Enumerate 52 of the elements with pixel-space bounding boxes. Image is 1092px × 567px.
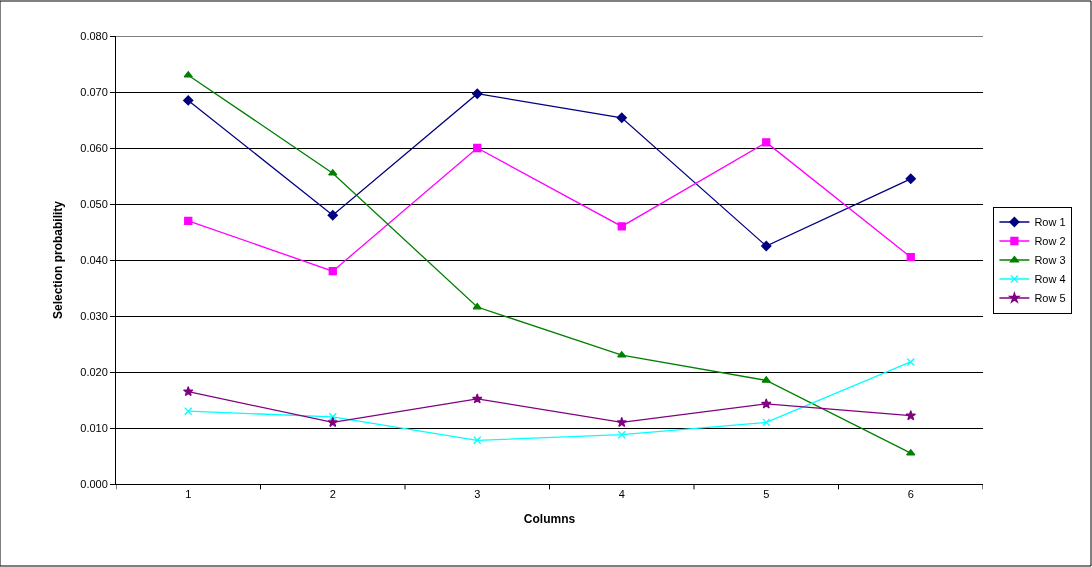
point [905,173,916,184]
point [327,416,339,428]
x-tick-label: 2 [329,488,336,501]
y-tick-label: 0.080 [80,29,108,42]
point [184,407,193,416]
point [183,95,194,106]
x-tick-label: 5 [763,488,770,501]
point [473,143,482,153]
point [762,418,771,427]
point [616,416,628,428]
y-tick-label: 0.070 [80,85,108,98]
point [472,88,483,99]
point [761,240,772,252]
x-tick-label: 1 [185,488,192,501]
y-tick-label: 0.060 [80,141,108,154]
x-axis-title: Columns [523,512,576,527]
y-axis-title: Selection probability [50,200,65,320]
point [182,386,194,397]
legend-label: Row 2 [1034,235,1066,248]
point [328,169,338,176]
y-tick-label: 0.030 [80,309,108,322]
point [328,412,337,421]
point [760,398,772,409]
point [617,351,627,358]
y-tick-label: 0.050 [80,197,108,210]
point [906,253,915,262]
legend-label: Row 5 [1034,292,1066,305]
point [183,71,193,78]
point [184,216,193,225]
point [762,138,771,147]
legend-label: Row 1 [1034,216,1066,229]
x-tick-label: 3 [474,488,481,501]
point [617,222,626,231]
y-tick-label: 0.020 [80,365,108,378]
y-tick-label: 0.010 [80,421,108,434]
point [472,302,482,310]
point [761,376,771,383]
point [328,267,337,276]
point [906,449,916,456]
x-tick-label: 6 [907,488,914,501]
y-tick-label: 0.040 [80,253,108,266]
point [906,357,915,367]
x-tick-label: 4 [618,488,625,501]
y-tick-label: 0.000 [80,477,108,490]
point [473,436,482,445]
point [905,410,917,421]
point [617,430,626,439]
legend-label: Row 3 [1034,254,1066,267]
point [471,393,483,404]
point [616,112,627,123]
point [327,210,338,221]
legend-label: Row 4 [1034,273,1066,286]
